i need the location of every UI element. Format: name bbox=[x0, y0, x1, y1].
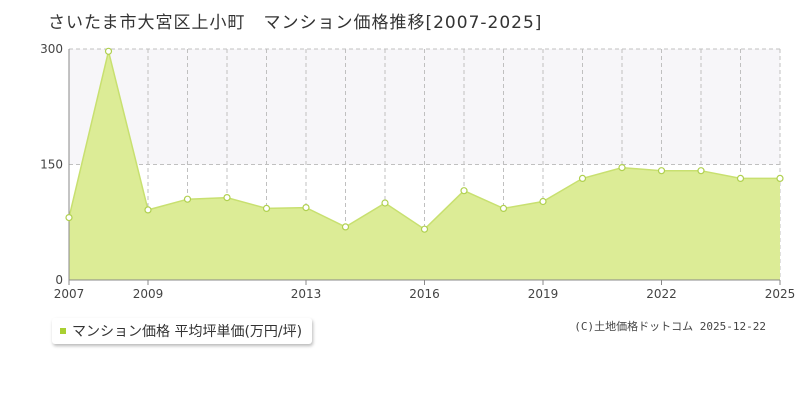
copyright-credit: (C)土地価格ドットコム 2025-12-22 bbox=[574, 320, 766, 333]
x-tick-label: 2022 bbox=[646, 287, 677, 301]
data-point bbox=[341, 223, 350, 231]
y-tick-label: 0 bbox=[55, 273, 63, 287]
data-point bbox=[499, 204, 508, 212]
data-point bbox=[578, 174, 587, 182]
data-point bbox=[144, 206, 152, 214]
data-point bbox=[776, 174, 784, 182]
x-tick-label: 2016 bbox=[409, 287, 440, 301]
x-tick-label: 2025 bbox=[765, 287, 796, 301]
data-point bbox=[697, 167, 705, 175]
data-point bbox=[183, 195, 192, 203]
data-point bbox=[65, 214, 73, 222]
data-point bbox=[302, 204, 310, 212]
data-point bbox=[104, 47, 113, 55]
data-point bbox=[736, 174, 745, 182]
data-point bbox=[223, 194, 231, 202]
y-tick-label: 150 bbox=[40, 158, 63, 172]
x-tick-label: 2013 bbox=[291, 287, 322, 301]
data-point bbox=[618, 164, 626, 172]
data-point bbox=[420, 225, 429, 233]
data-point bbox=[262, 204, 271, 212]
legend: マンション価格 平均坪単価(万円/坪) bbox=[52, 318, 313, 344]
data-point bbox=[657, 167, 666, 175]
legend-swatch bbox=[60, 328, 66, 334]
x-tick-label: 2019 bbox=[528, 287, 559, 301]
data-point bbox=[460, 187, 468, 195]
y-tick-label: 300 bbox=[40, 42, 63, 56]
data-point bbox=[381, 199, 389, 207]
legend-label: マンション価格 平均坪単価(万円/坪) bbox=[72, 324, 303, 340]
chart-title: さいたま市大宮区上小町 マンション価格推移[2007-2025] bbox=[48, 13, 543, 33]
x-tick-label: 2007 bbox=[54, 287, 85, 301]
series-area bbox=[69, 51, 780, 280]
data-point bbox=[539, 197, 547, 206]
x-tick-label: 2009 bbox=[133, 287, 164, 301]
